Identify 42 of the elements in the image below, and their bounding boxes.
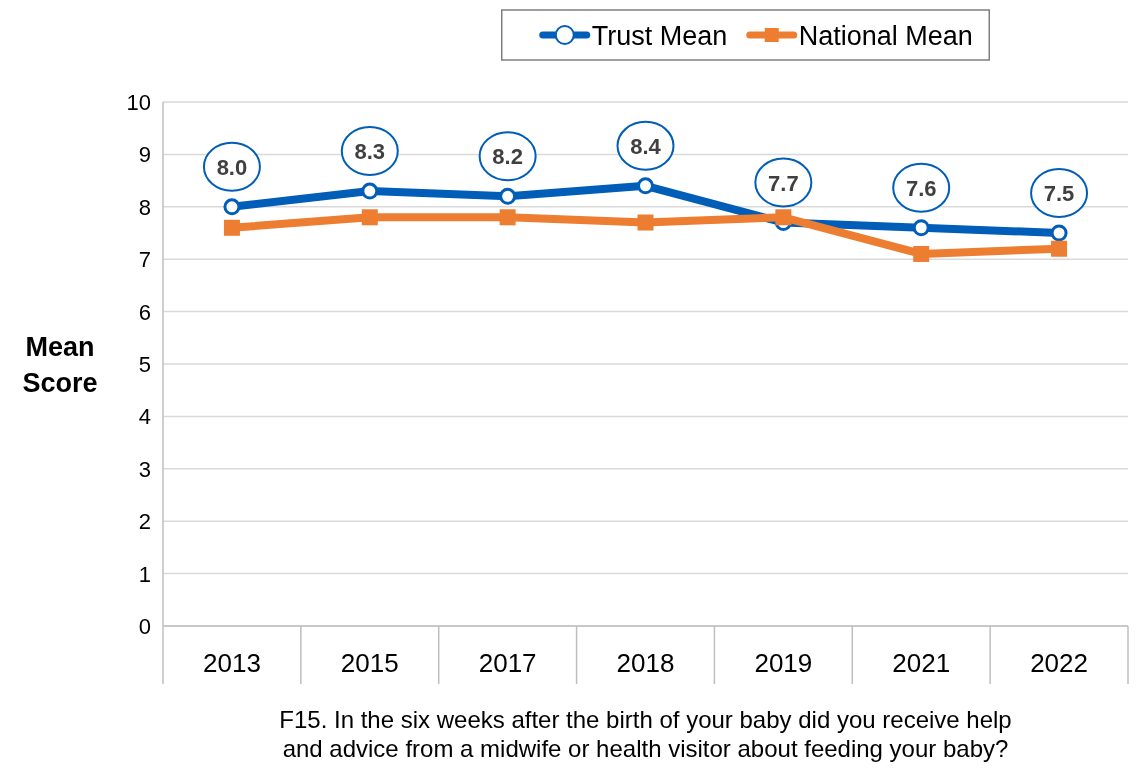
- point: [361, 182, 379, 200]
- data-label: 8.2: [492, 144, 523, 170]
- point: [637, 214, 654, 231]
- y-tick-label: 2: [138, 509, 151, 535]
- point: [361, 209, 378, 226]
- data-label: 8.0: [216, 154, 248, 180]
- y-tick-label: 5: [138, 352, 151, 377]
- point: [499, 209, 516, 226]
- y-tick-label: 6: [138, 299, 151, 325]
- point: [637, 177, 654, 195]
- point: [1051, 240, 1068, 257]
- data-label: 8.4: [630, 133, 662, 159]
- data-label: 7.5: [1043, 181, 1075, 206]
- x-tick-label: 2013: [203, 648, 261, 678]
- point: [223, 198, 241, 216]
- x-tick-label: 2021: [892, 648, 951, 678]
- point: [913, 245, 930, 262]
- x-tick-label: 2017: [478, 648, 537, 678]
- x-tick-label: 2019: [754, 648, 813, 678]
- legend-label: National Mean: [798, 21, 973, 51]
- y-tick-label: 8: [138, 194, 151, 220]
- y-axis-title: Mean Score: [22, 332, 98, 398]
- point: [223, 219, 240, 236]
- y-tick-label: 0: [138, 614, 151, 639]
- legend-label: Trust Mean: [591, 21, 728, 51]
- point: [1050, 224, 1068, 242]
- y-tick-label: 1: [138, 561, 151, 587]
- y-tick-label: 3: [138, 456, 151, 482]
- x-axis-title: F15. In the six weeks after the birth of your baby did you receive help and advice from a midwife or health visitor about feeding your baby?: [279, 706, 1012, 762]
- x-tick-label: 2015: [340, 648, 399, 678]
- y-tick-label: 9: [138, 142, 151, 168]
- point: [775, 209, 792, 226]
- data-label: 8.3: [354, 139, 386, 165]
- y-tick-label: 4: [138, 404, 151, 430]
- data-label: 7.6: [905, 175, 937, 201]
- x-tick-label: 2022: [1030, 648, 1088, 678]
- x-tick-label: 2018: [616, 648, 675, 678]
- point: [499, 187, 517, 205]
- point: [912, 219, 930, 237]
- data-label: 7.7: [768, 170, 799, 196]
- y-tick-label: 7: [138, 247, 151, 273]
- y-tick-label: 10: [126, 90, 151, 115]
